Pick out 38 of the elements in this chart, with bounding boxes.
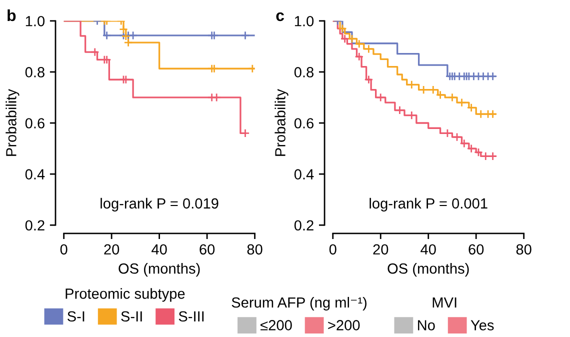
legend-label: Yes xyxy=(470,320,494,330)
legend-title: Serum AFP (ng ml⁻¹) xyxy=(232,296,366,311)
x-tick-label: 0 xyxy=(60,244,68,255)
x-tick-label: 80 xyxy=(516,244,532,255)
y-tick-label: 0.2 xyxy=(25,220,44,231)
x-tick-label: 40 xyxy=(420,244,436,255)
y-tick-label: 0.6 xyxy=(294,118,314,128)
y-tick-label: 0.8 xyxy=(294,67,314,78)
legend-label: S-III xyxy=(178,311,204,322)
x-tick-label: 60 xyxy=(200,244,215,255)
y-tick-label: 0.2 xyxy=(294,220,314,231)
legend-label: S-II xyxy=(121,311,142,322)
y-tick-label: 0.6 xyxy=(25,118,44,128)
chart-title: b xyxy=(8,9,16,22)
x-tick-label: 40 xyxy=(152,244,167,255)
y-axis-title: Probability xyxy=(6,88,20,156)
annotation: log-rank P = 0.001 xyxy=(370,198,488,212)
x-tick-label: 80 xyxy=(247,244,262,255)
legend-label: S-I xyxy=(68,311,84,322)
x-tick-label: 20 xyxy=(373,244,388,255)
chart-title: c xyxy=(276,12,284,22)
y-axis-title: Probability xyxy=(274,88,288,156)
legend-label: >200 xyxy=(328,320,360,330)
legend-label: ≤200 xyxy=(260,320,292,330)
y-tick-label: 0.8 xyxy=(25,67,44,78)
legend-label: No xyxy=(418,320,435,330)
x-tick-label: 0 xyxy=(329,244,336,255)
x-tick-label: 60 xyxy=(468,244,484,255)
y-tick-label: 0.4 xyxy=(294,169,314,180)
x-axis-title: OS (months) xyxy=(388,263,469,277)
y-tick-label: 0.4 xyxy=(25,169,45,180)
annotation: log-rank P = 0.019 xyxy=(100,198,218,212)
x-tick-label: 20 xyxy=(104,244,120,255)
legend-title: Proteomic subtype xyxy=(66,288,185,302)
y-tick-label: 1.0 xyxy=(294,16,314,26)
y-tick-label: 1.0 xyxy=(26,16,45,26)
legend-title: MVI xyxy=(432,297,456,308)
x-axis-title: OS (months) xyxy=(118,263,200,277)
